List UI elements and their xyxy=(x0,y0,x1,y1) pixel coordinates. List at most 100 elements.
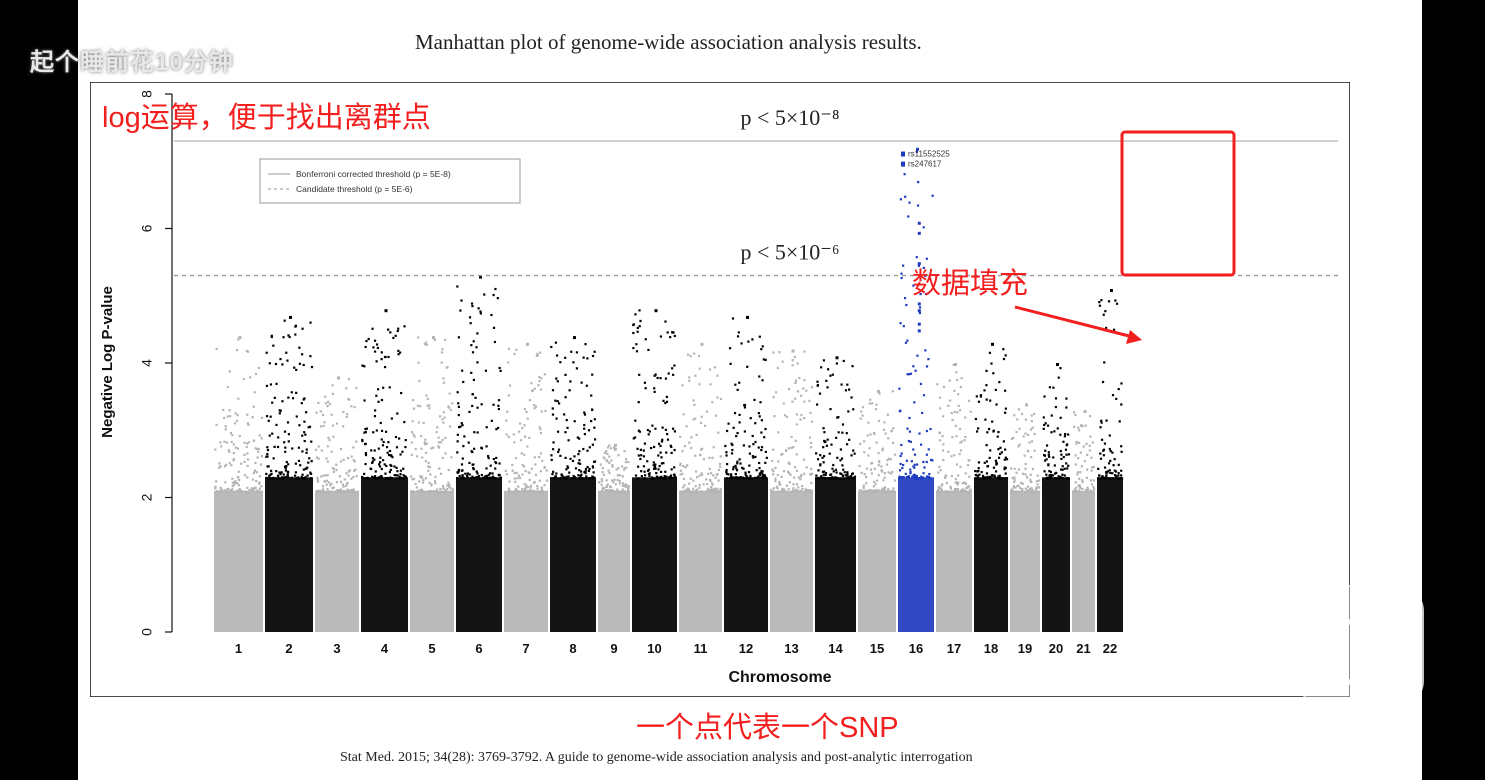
annotation-arrow xyxy=(1014,305,1134,339)
snp-point xyxy=(1004,477,1007,480)
snp-point xyxy=(1057,475,1060,478)
snp-point xyxy=(822,461,825,464)
snp-point xyxy=(698,383,701,386)
snp-point xyxy=(899,198,902,201)
x-tick-label: 10 xyxy=(647,641,661,656)
snp-point xyxy=(1028,490,1031,493)
snp-point xyxy=(682,477,686,480)
snp-point xyxy=(688,441,691,444)
snp-point xyxy=(690,490,693,493)
snp-point xyxy=(713,490,717,493)
snp-point xyxy=(808,489,811,492)
snp-point xyxy=(938,396,942,399)
snp-point xyxy=(927,358,930,361)
snp-point xyxy=(410,441,413,444)
snp-point xyxy=(380,351,383,354)
snp-point xyxy=(391,456,394,459)
snp-point xyxy=(634,474,638,477)
snp-point xyxy=(399,351,402,354)
snp-point xyxy=(751,455,754,458)
snp-point xyxy=(411,399,415,402)
snp-point xyxy=(1107,300,1111,303)
snp-point xyxy=(1010,489,1013,492)
snp-point xyxy=(591,465,595,468)
snp-point xyxy=(841,464,844,467)
snp-point xyxy=(681,490,684,493)
snp-point xyxy=(551,407,554,410)
snp-point xyxy=(253,391,256,394)
snp-point xyxy=(1019,481,1023,484)
snp-point xyxy=(557,450,560,454)
snp-point xyxy=(402,467,405,470)
snp-point xyxy=(900,272,903,275)
snp-point xyxy=(850,396,853,399)
snp-point xyxy=(1120,450,1123,453)
snp-point xyxy=(236,482,239,485)
snp-point xyxy=(538,479,541,482)
snp-point xyxy=(460,463,464,466)
snp-point xyxy=(1076,473,1079,476)
snp-point xyxy=(865,475,868,479)
snp-point xyxy=(494,461,498,465)
snp-point xyxy=(426,397,429,401)
snp-point xyxy=(1074,463,1077,466)
snp-point xyxy=(558,402,561,405)
snp-point xyxy=(787,488,790,491)
snp-point xyxy=(824,472,828,475)
snp-point xyxy=(424,460,427,463)
snp-point xyxy=(583,413,587,416)
snp-point xyxy=(352,446,355,449)
snp-point xyxy=(623,484,626,487)
snp-point xyxy=(697,354,701,358)
snp-point xyxy=(1057,477,1060,480)
snp-point-band xyxy=(1097,477,1123,632)
snp-point xyxy=(526,490,529,493)
snp-point xyxy=(1115,397,1118,400)
snp-point xyxy=(741,466,744,470)
snp-point xyxy=(835,362,838,365)
snp-point xyxy=(816,477,819,480)
snp-point xyxy=(681,472,684,475)
snp-point xyxy=(493,340,497,344)
snp-point xyxy=(228,450,231,454)
snp-point xyxy=(361,475,364,479)
snp-point xyxy=(917,309,921,313)
snp-point xyxy=(711,488,714,491)
snp-point xyxy=(447,468,450,472)
snp-point xyxy=(379,456,382,459)
snp-point xyxy=(760,419,763,422)
play-button-icon[interactable] xyxy=(1298,585,1424,707)
snp-point xyxy=(485,467,488,470)
snp-point xyxy=(215,480,218,483)
snp-point xyxy=(525,410,528,414)
snp-point xyxy=(229,415,232,418)
snp-point xyxy=(567,475,570,478)
y-axis-label: Negative Log P-value xyxy=(99,286,116,438)
snp-point xyxy=(985,384,988,387)
snp-point xyxy=(658,442,661,445)
snp-point xyxy=(224,463,228,466)
snp-point xyxy=(601,488,604,491)
snp-point xyxy=(900,276,903,280)
snp-point xyxy=(654,463,657,466)
snp-point xyxy=(352,459,355,462)
snp-point xyxy=(508,384,512,387)
snp-point xyxy=(1081,481,1084,484)
snp-point xyxy=(1036,483,1039,486)
snp-point xyxy=(495,456,498,460)
snp-point xyxy=(959,385,962,389)
snp-point xyxy=(870,472,873,475)
snp-point xyxy=(702,490,705,493)
snp-point xyxy=(1075,489,1078,492)
snp-point xyxy=(716,396,719,399)
snp-point xyxy=(1012,486,1015,489)
snp-point xyxy=(801,487,804,491)
snp-point xyxy=(425,394,428,397)
snp-point xyxy=(877,452,880,455)
snp-point xyxy=(758,476,761,479)
snp-point xyxy=(953,454,956,457)
snp-point xyxy=(835,471,838,474)
snp-point xyxy=(415,455,419,458)
snp-point xyxy=(583,427,586,430)
snp-point xyxy=(1004,411,1007,414)
